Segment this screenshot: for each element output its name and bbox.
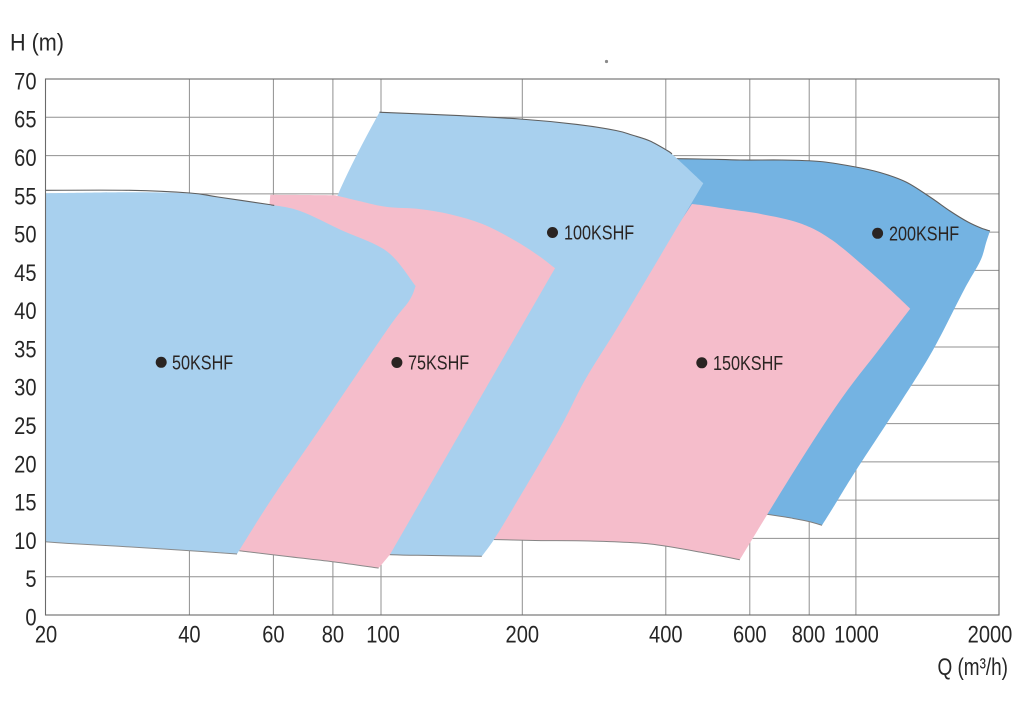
svg-text:50KSHF: 50KSHF [172,352,233,374]
svg-text:5: 5 [25,565,36,592]
svg-text:800: 800 [792,620,826,647]
svg-text:150KSHF: 150KSHF [713,352,783,374]
svg-text:1000: 1000 [834,620,879,647]
svg-text:200KSHF: 200KSHF [889,223,959,245]
svg-text:Q (m³/h): Q (m³/h) [937,653,1008,681]
svg-text:30: 30 [14,374,36,401]
svg-text:100KSHF: 100KSHF [564,222,634,244]
svg-text:60: 60 [14,144,36,171]
svg-text:40: 40 [14,297,36,324]
svg-text:80: 80 [322,620,344,647]
svg-text:0: 0 [25,604,36,631]
svg-text:20: 20 [35,620,57,647]
svg-text:600: 600 [733,620,767,647]
svg-text:2000: 2000 [968,620,1013,647]
svg-text:75KSHF: 75KSHF [408,352,469,374]
svg-text:70: 70 [14,68,36,95]
svg-text:100: 100 [366,620,400,647]
svg-text:10: 10 [14,527,36,554]
svg-text:15: 15 [14,489,36,516]
svg-text:35: 35 [14,336,36,363]
svg-text:H (m): H (m) [10,28,64,55]
svg-text:40: 40 [178,620,200,647]
svg-text:55: 55 [14,182,36,209]
svg-text:45: 45 [14,259,36,286]
svg-text:25: 25 [14,412,36,439]
svg-text:65: 65 [14,106,36,133]
svg-text:50: 50 [14,221,36,248]
svg-text:60: 60 [262,620,284,647]
svg-text:20: 20 [14,450,36,477]
svg-text:400: 400 [649,620,683,647]
svg-text:200: 200 [506,620,540,647]
